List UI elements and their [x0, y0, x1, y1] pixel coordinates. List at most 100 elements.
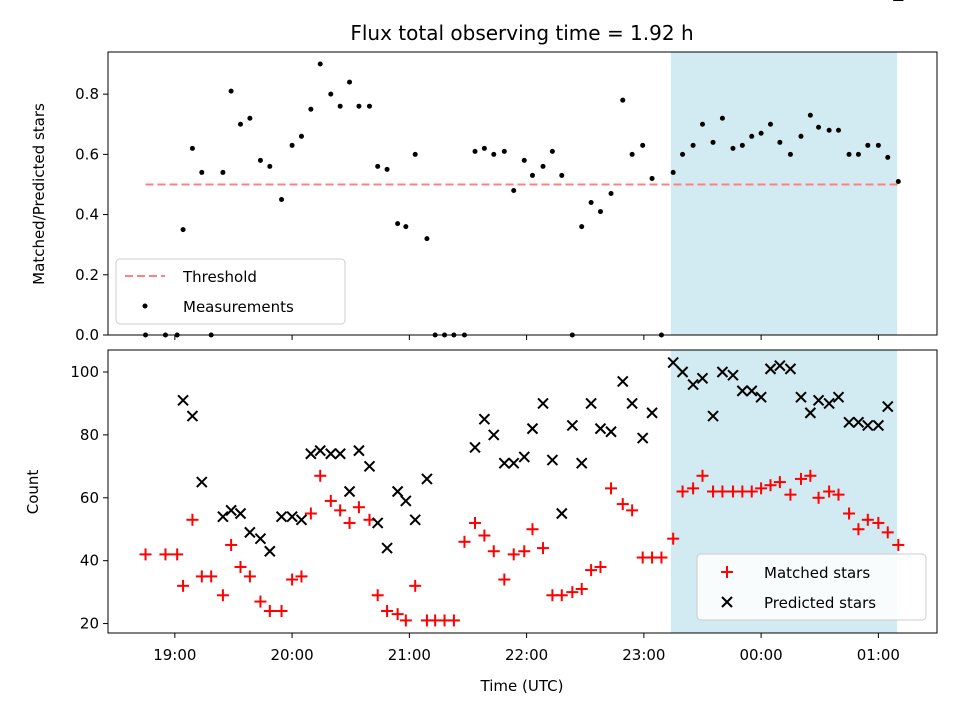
bottom-x-ticks: 19:00 20:00 21:00 22:00 23:00 00:00 01:00	[153, 633, 900, 664]
top-y-tick-label: 0.6	[75, 145, 99, 163]
matched-star-point	[447, 614, 460, 627]
top-y-tick-label: 0.8	[75, 85, 99, 103]
matched-star-point	[667, 532, 680, 545]
matched-star-point	[555, 589, 568, 602]
bottom-y-tick-label: 80	[80, 426, 99, 444]
predicted-star-mark-b	[832, 391, 845, 403]
matched-star-point	[594, 560, 607, 573]
bottom-y-tick-label: 60	[80, 489, 99, 507]
predicted-star-mark-b	[244, 526, 256, 539]
measurement-point	[540, 163, 546, 169]
predicted-star-mark-b	[325, 448, 337, 460]
predicted-star-mark-b	[507, 457, 520, 469]
matched-star-point	[234, 560, 247, 573]
matched-star-point	[526, 523, 539, 536]
bottom-legend-box	[696, 553, 927, 621]
predicted-star-point	[862, 419, 874, 432]
matched-star-point	[216, 589, 229, 602]
measurement-point	[228, 88, 234, 94]
predicted-star-mark-b	[556, 507, 568, 520]
top-axes-frame	[107, 51, 938, 336]
predicted-star-point	[286, 510, 298, 523]
predicted-star-point	[546, 454, 559, 466]
bottom-panel: 20 40 60 80 100 19:00 20:00 21:00 22:00 23:00 00:…	[24, 0, 938, 695]
matched-star-point	[676, 485, 689, 498]
matched-star-point	[745, 485, 758, 498]
measurement-point	[317, 61, 323, 67]
top-y-tick-label: 0.4	[75, 206, 99, 224]
measurement-point	[412, 151, 418, 157]
predicted-star-mark-b	[363, 460, 376, 473]
matched-star-point	[186, 513, 199, 526]
predicted-star-mark-b	[381, 542, 393, 554]
measurement-point	[549, 148, 555, 154]
matched-star-point	[139, 548, 152, 561]
predicted-star-point	[746, 385, 758, 397]
predicted-star-mark-b	[764, 363, 777, 375]
predicted-star-mark-b	[409, 514, 421, 526]
measurement-point	[670, 169, 676, 175]
matched-star-point	[507, 548, 520, 561]
predicted-star-mark-b	[605, 426, 617, 438]
predicted-star-mark-b	[275, 510, 288, 523]
matched-star-point	[478, 529, 491, 542]
matched-star-point	[655, 551, 668, 564]
measurement-point	[649, 175, 655, 181]
matched-star-point	[764, 479, 777, 492]
matched-star-point	[263, 604, 276, 617]
matched-star-point	[626, 504, 639, 517]
predicted-star-mark-b	[334, 448, 346, 460]
matched-star-point	[275, 604, 288, 617]
measurement-point	[180, 227, 186, 233]
predicted-star-mark-b	[488, 429, 500, 441]
measurement-point	[347, 79, 353, 85]
predicted-star-mark-b	[295, 514, 308, 526]
top-y-ticks: 0.0 0.2 0.4 0.6 0.8	[75, 85, 108, 344]
predicted-star-mark-b	[862, 419, 874, 432]
predicted-star-mark-b	[353, 444, 365, 457]
measurement-point	[629, 151, 635, 157]
matched-star-point	[205, 570, 218, 583]
predicted-star-mark-b	[812, 394, 825, 407]
top-x-ticks	[174, 335, 879, 340]
predicted-star-point	[507, 457, 520, 469]
bottom-y-tick-label: 20	[80, 615, 99, 633]
matched-star-point	[171, 548, 184, 561]
matched-star-point	[794, 472, 807, 485]
top-legend: Threshold Measurements	[115, 258, 346, 325]
matched-star-point	[458, 535, 471, 548]
measurement-point	[529, 172, 535, 178]
predicted-star-point	[687, 378, 699, 391]
measurement-point	[895, 178, 901, 184]
predicted-star-point	[409, 514, 421, 526]
predicted-star-point	[646, 407, 658, 419]
predicted-star-mark-b	[186, 410, 199, 422]
matched-star-point	[823, 485, 836, 498]
predicted-star-point	[764, 363, 777, 375]
measurement-point	[308, 106, 314, 112]
predicted-star-mark-b	[196, 476, 208, 488]
matched-star-point	[487, 545, 500, 558]
predicted-star-point	[186, 410, 199, 422]
matched-star-point	[498, 573, 511, 586]
bottom-y-axis-label: Count	[24, 470, 42, 515]
matched-star-point	[616, 498, 629, 511]
predicted-star-point	[804, 407, 817, 419]
measurement-point	[267, 163, 273, 169]
predicted-star-mark-b	[687, 378, 699, 391]
predicted-star-mark-b	[872, 419, 885, 432]
predicted-star-mark-b	[804, 407, 817, 419]
legend-measurements-label: Measurements	[183, 298, 294, 316]
matched-star-point	[343, 516, 356, 529]
predicted-star-mark-b	[305, 448, 317, 460]
measurements-series	[143, 61, 901, 338]
predicted-star-mark-b	[469, 441, 481, 454]
predicted-star-point	[882, 400, 894, 413]
predicted-star-mark-b	[478, 413, 491, 425]
measurement-point	[640, 142, 646, 148]
predicted-star-point	[736, 385, 749, 397]
predicted-star-point	[353, 444, 365, 457]
measurement-point	[798, 133, 804, 139]
chart-title: Flux total observing time = 1.92 h	[350, 21, 693, 45]
